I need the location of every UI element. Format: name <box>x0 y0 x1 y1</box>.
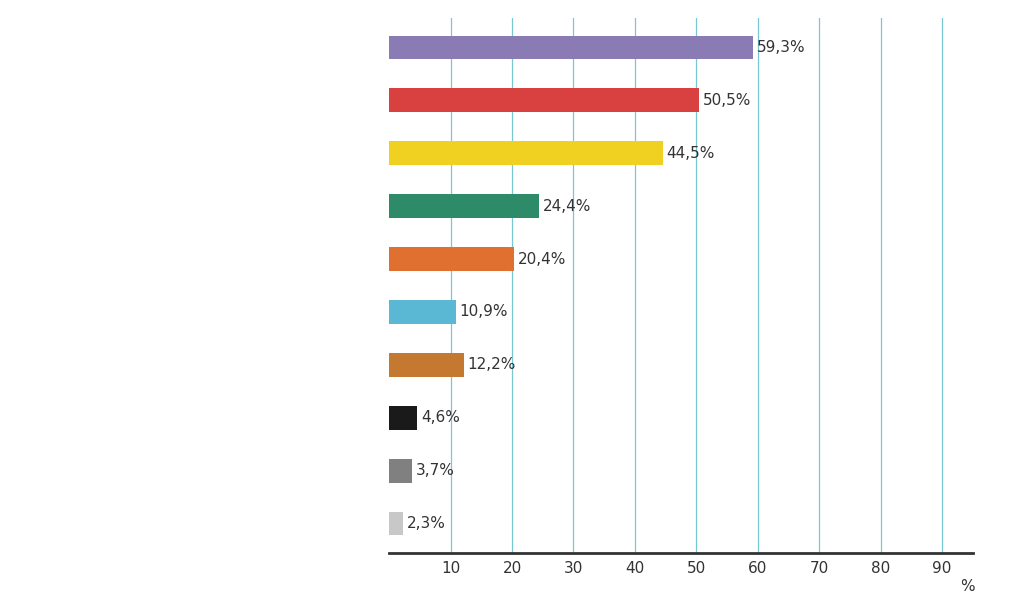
Text: 12,2%: 12,2% <box>468 357 516 372</box>
Text: 2,3%: 2,3% <box>407 516 445 531</box>
Bar <box>389 406 418 430</box>
Bar <box>389 36 754 60</box>
Text: 4,6%: 4,6% <box>421 410 460 426</box>
Text: 59,3%: 59,3% <box>757 40 806 55</box>
Text: 24,4%: 24,4% <box>543 199 591 214</box>
Bar <box>389 511 403 535</box>
Bar <box>389 459 412 483</box>
Bar <box>389 88 699 112</box>
Bar <box>389 247 514 271</box>
Bar <box>389 353 464 377</box>
Text: 50,5%: 50,5% <box>703 93 752 108</box>
Text: 3,7%: 3,7% <box>416 463 455 478</box>
Text: %: % <box>961 579 975 594</box>
Bar <box>389 194 539 218</box>
Text: 44,5%: 44,5% <box>667 146 715 161</box>
Bar <box>389 300 456 324</box>
Bar <box>389 141 663 165</box>
Text: 10,9%: 10,9% <box>460 305 508 319</box>
Text: 20,4%: 20,4% <box>518 252 566 266</box>
